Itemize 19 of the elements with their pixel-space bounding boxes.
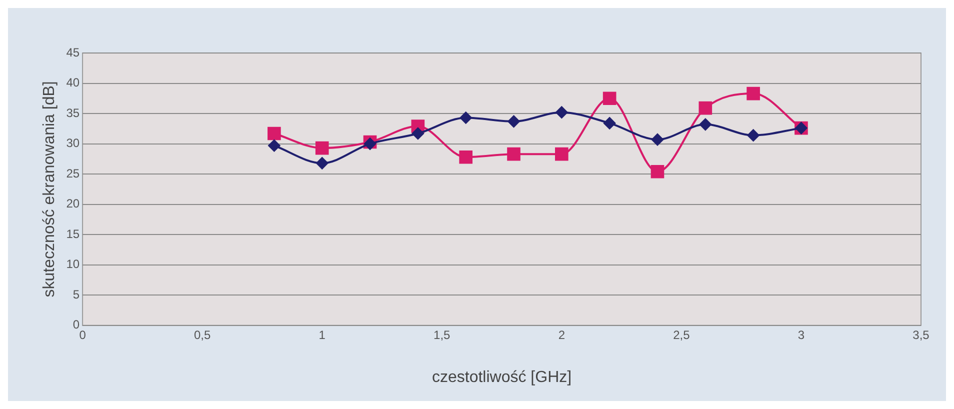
y-tick-label: 40 bbox=[66, 76, 80, 90]
x-tick-label: 3 bbox=[798, 328, 805, 342]
y-tick-label: 10 bbox=[66, 257, 80, 272]
y-tick-label: 0 bbox=[72, 318, 80, 332]
y-tick-label: 45 bbox=[66, 45, 80, 60]
x-tick-label: 1,5 bbox=[434, 328, 451, 342]
y-tick-label: 20 bbox=[66, 196, 80, 211]
y-tick-label: 25 bbox=[66, 166, 80, 180]
x-tick-label: 3,5 bbox=[912, 328, 930, 342]
x-tick-label: 1 bbox=[318, 328, 326, 342]
x-tick-label: 2,5 bbox=[673, 328, 690, 342]
y-tick-label: 30 bbox=[66, 136, 80, 150]
y-tick-label: 15 bbox=[66, 226, 80, 241]
y-tick-label: 35 bbox=[66, 106, 80, 120]
x-tick-label: 2 bbox=[558, 328, 566, 342]
y-axis-title: skuteczność ekranowania [dB] bbox=[41, 81, 58, 298]
x-axis-title: czestotliwość [GHz] bbox=[432, 368, 572, 386]
x-tick-label: 0,5 bbox=[194, 328, 211, 342]
y-tick-label: 5 bbox=[72, 287, 80, 302]
